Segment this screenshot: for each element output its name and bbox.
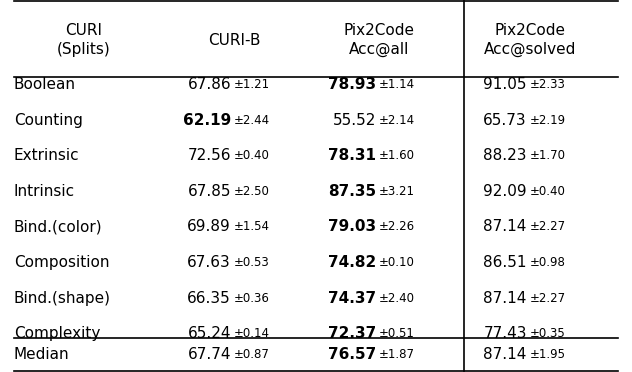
Text: 67.74: 67.74 bbox=[188, 347, 231, 362]
Text: ±2.40: ±2.40 bbox=[379, 292, 415, 305]
Text: Pix2Code
Acc@all: Pix2Code Acc@all bbox=[343, 23, 415, 57]
Text: ±0.36: ±0.36 bbox=[234, 292, 270, 305]
Text: ±3.21: ±3.21 bbox=[379, 185, 415, 198]
Text: Intrinsic: Intrinsic bbox=[14, 184, 75, 199]
Text: ±2.50: ±2.50 bbox=[234, 185, 270, 198]
Text: ±1.54: ±1.54 bbox=[234, 220, 270, 233]
Text: ±1.21: ±1.21 bbox=[234, 78, 270, 91]
Text: 87.35: 87.35 bbox=[327, 184, 376, 199]
Text: ±1.95: ±1.95 bbox=[530, 348, 566, 361]
Text: ±1.60: ±1.60 bbox=[379, 149, 415, 162]
Text: 87.14: 87.14 bbox=[483, 219, 527, 234]
Text: 79.03: 79.03 bbox=[327, 219, 376, 234]
Text: ±2.33: ±2.33 bbox=[530, 78, 566, 91]
Text: ±0.53: ±0.53 bbox=[234, 256, 270, 269]
Text: CURI
(Splits): CURI (Splits) bbox=[56, 23, 110, 57]
Text: ±1.87: ±1.87 bbox=[379, 348, 415, 361]
Text: 78.31: 78.31 bbox=[328, 148, 376, 163]
Text: Complexity: Complexity bbox=[14, 326, 100, 341]
Text: 66.35: 66.35 bbox=[187, 291, 231, 305]
Text: ±0.40: ±0.40 bbox=[234, 149, 270, 162]
Text: Median: Median bbox=[14, 347, 70, 362]
Text: 74.37: 74.37 bbox=[327, 291, 376, 305]
Text: 67.63: 67.63 bbox=[187, 255, 231, 270]
Text: ±0.10: ±0.10 bbox=[379, 256, 415, 269]
Text: ±2.26: ±2.26 bbox=[379, 220, 415, 233]
Text: Counting: Counting bbox=[14, 113, 83, 128]
Text: ±1.14: ±1.14 bbox=[379, 78, 415, 91]
Text: 65.73: 65.73 bbox=[483, 113, 527, 128]
Text: 69.89: 69.89 bbox=[187, 219, 231, 234]
Text: Boolean: Boolean bbox=[14, 77, 76, 92]
Text: CURI-B: CURI-B bbox=[208, 33, 260, 48]
Text: Composition: Composition bbox=[14, 255, 109, 270]
Text: 88.23: 88.23 bbox=[483, 148, 527, 163]
Text: ±2.44: ±2.44 bbox=[234, 113, 270, 126]
Text: 76.57: 76.57 bbox=[327, 347, 376, 362]
Text: 78.93: 78.93 bbox=[327, 77, 376, 92]
Text: Pix2Code
Acc@solved: Pix2Code Acc@solved bbox=[483, 23, 576, 57]
Text: ±0.35: ±0.35 bbox=[530, 327, 566, 340]
Text: 87.14: 87.14 bbox=[483, 291, 527, 305]
Text: ±0.51: ±0.51 bbox=[379, 327, 415, 340]
Text: Extrinsic: Extrinsic bbox=[14, 148, 80, 163]
Text: 67.86: 67.86 bbox=[188, 77, 231, 92]
Text: ±0.98: ±0.98 bbox=[530, 256, 566, 269]
Text: 86.51: 86.51 bbox=[483, 255, 527, 270]
Text: Bind.(color): Bind.(color) bbox=[14, 219, 102, 234]
Text: ±2.27: ±2.27 bbox=[530, 220, 566, 233]
Text: 67.85: 67.85 bbox=[188, 184, 231, 199]
Text: 62.19: 62.19 bbox=[183, 113, 231, 128]
Text: ±2.27: ±2.27 bbox=[530, 292, 566, 305]
Text: 87.14: 87.14 bbox=[483, 347, 527, 362]
Text: 77.43: 77.43 bbox=[483, 326, 527, 341]
Text: 65.24: 65.24 bbox=[188, 326, 231, 341]
Text: ±1.70: ±1.70 bbox=[530, 149, 566, 162]
Text: ±0.40: ±0.40 bbox=[530, 185, 566, 198]
Text: 55.52: 55.52 bbox=[332, 113, 376, 128]
Text: 91.05: 91.05 bbox=[483, 77, 527, 92]
Text: ±0.14: ±0.14 bbox=[234, 327, 270, 340]
Text: 72.37: 72.37 bbox=[327, 326, 376, 341]
Text: 72.56: 72.56 bbox=[188, 148, 231, 163]
Text: ±2.14: ±2.14 bbox=[379, 113, 415, 126]
Text: 74.82: 74.82 bbox=[327, 255, 376, 270]
Text: Bind.(shape): Bind.(shape) bbox=[14, 291, 111, 305]
Text: 92.09: 92.09 bbox=[483, 184, 527, 199]
Text: ±0.87: ±0.87 bbox=[234, 348, 270, 361]
Text: ±2.19: ±2.19 bbox=[530, 113, 566, 126]
